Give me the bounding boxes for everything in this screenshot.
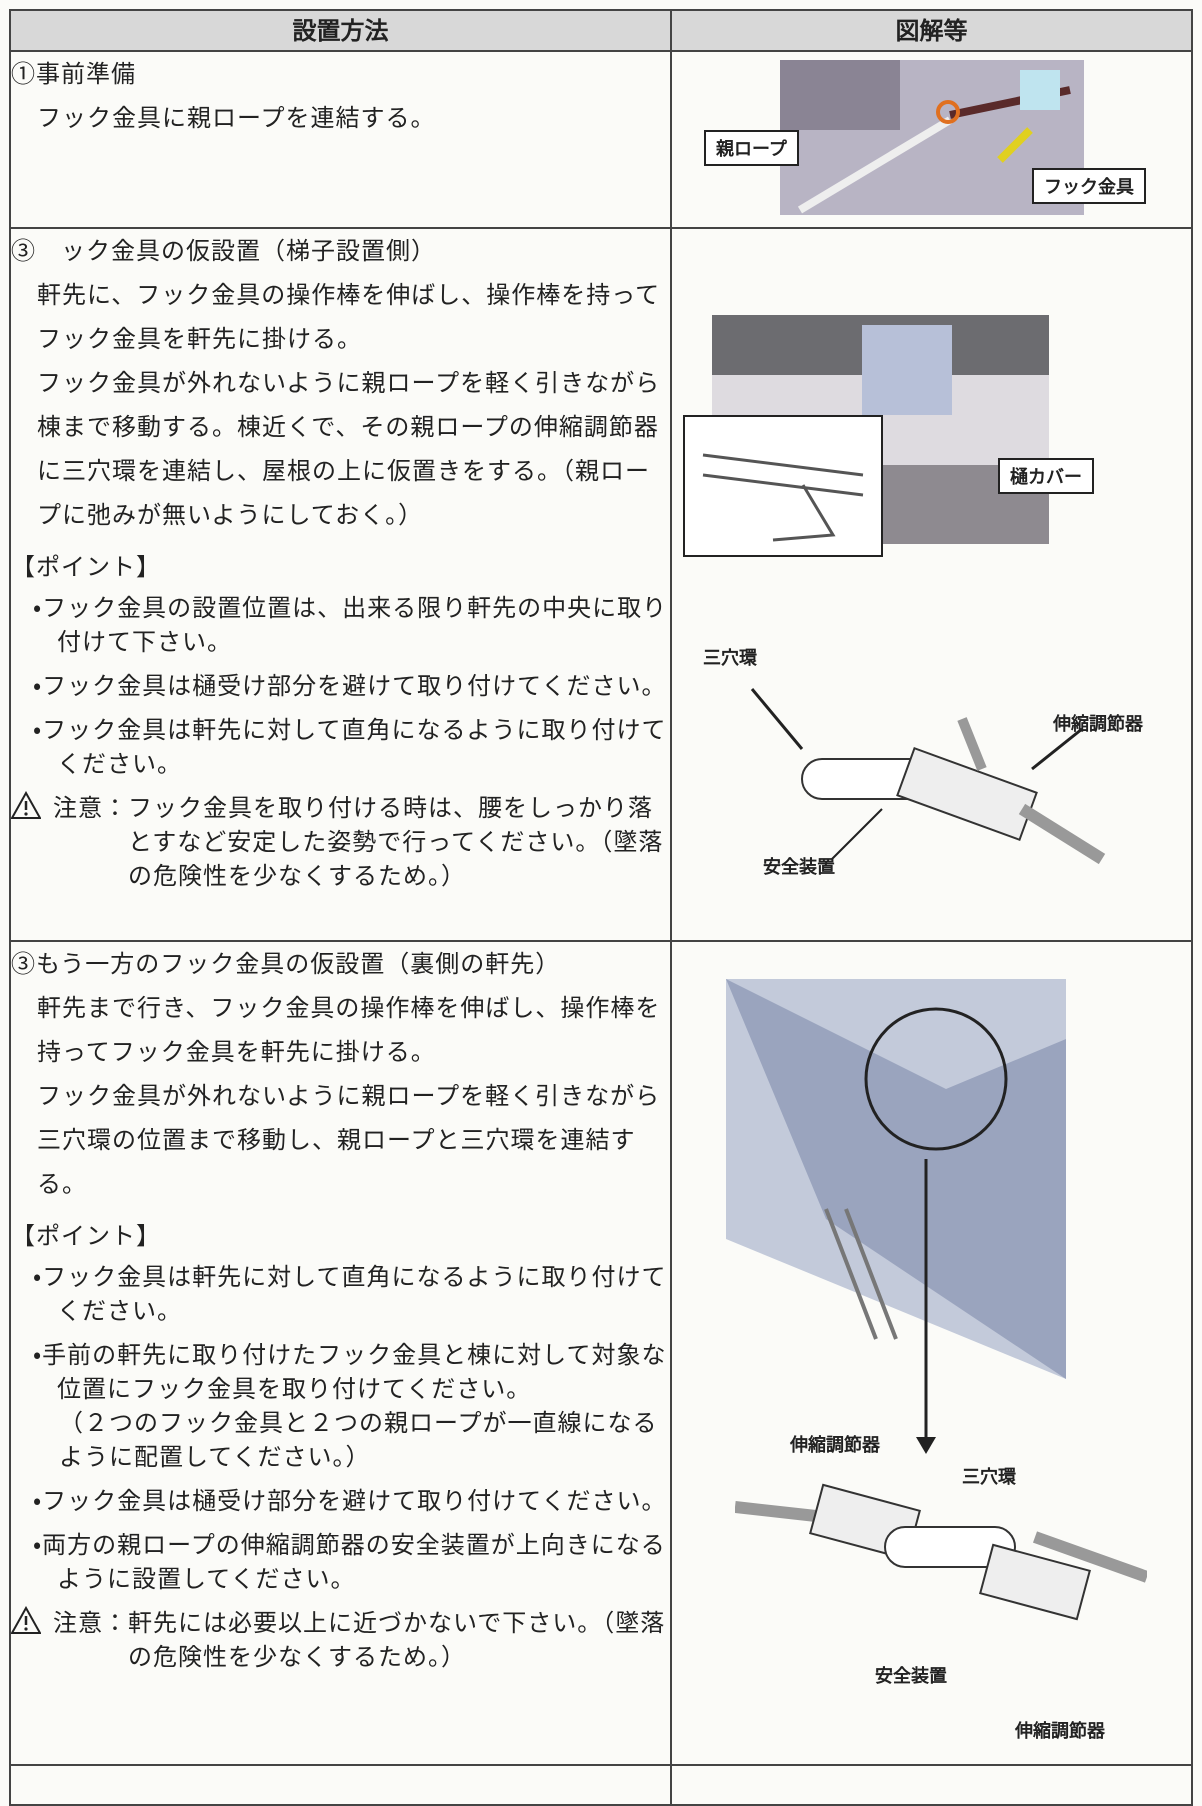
point-item: ・手前の軒先に取り付けたフック金具と棟に対して対象な位置にフック金具を取り付けて… [33,1338,670,1474]
empty-cell [670,1764,1193,1806]
figure-label: 伸縮調節器 [1015,1721,1105,1742]
caution: 注意： フック金具を取り付ける時は、腰をしっかり落とすなど安定した姿勢で行ってくだ… [11,791,670,893]
inset [683,415,883,557]
point-note: （２つのフック金具と２つの親ロープが一直線になるように配置してください。） [59,1409,658,1471]
step-cell: ③ ック金具の仮設置（梯子設置側） 軒先に、フック金具の操作棒を伸ばし、操作棒を持… [9,227,672,942]
point-item: ・フック金具は樋受け部分を避けて取り付けてください。 [33,669,670,703]
point-heading: 【ポイント】 [11,553,161,581]
figure-label: 親ロープ [704,130,799,166]
point-item: ・フック金具は軒先に対して直角になるように取り付けてください。 [33,713,670,781]
step-cell: ①事前準備フック金具に親ロープを連結する。 [9,50,672,229]
step-cell: ③もう一方のフック金具の仮設置（裏側の軒先） 軒先まで行き、フック金具の操作棒を伸… [9,940,672,1766]
warning-icon [11,1606,41,1634]
figure-label: 安全装置 [875,1666,947,1687]
point-text: ・両方の親ロープの伸縮調節器の安全装置が上向きになるように設置してください。 [33,1531,666,1593]
step-title: ①事前準備 [11,60,136,88]
step-text: フック金具が外れないように親ロープを軽く引きながら三穴環の位置まで移動し、親ロー… [37,1082,661,1198]
figure-label: 伸縮調節器 [790,1435,880,1456]
step-title: ③もう一方のフック金具の仮設置（裏側の軒先） [11,950,561,978]
caution-label: 注意： [53,1609,128,1637]
point-item: ・フック金具の設置位置は、出来る限り軒先の中央に取り付けて下さい。 [33,591,670,659]
figure-cell: 親ロープ フック金具 [670,50,1193,229]
figure-cell: 樋カバー 三穴環 伸縮調節器 安全装置 [670,227,1193,942]
house-illustration [726,979,1066,1454]
warning-icon [11,791,41,819]
point-heading: 【ポイント】 [11,1222,161,1250]
figure-label: 伸縮調節器 [1053,714,1143,735]
empty-cell [9,1764,672,1806]
procedure-table: 設置方法 図解等 ①事前準備フック金具に親ロープを連結する。 親ロープ フック金具… [9,9,1193,1806]
step-text: フック金具が外れないように親ロープを軽く引きながら棟まで移動する。棟近くで、その… [37,369,661,529]
figure-label: 三穴環 [703,648,757,669]
header-cell: 図解等 [670,9,1193,52]
diagram [750,688,1106,865]
diagram [735,1483,1147,1621]
caution-label: 注意： [53,794,128,822]
photo [780,60,1084,215]
point-item: ・両方の親ロープの伸縮調節器の安全装置が上向きになるように設置してください。 [33,1528,670,1596]
point-text: ・フック金具の設置位置は、出来る限り軒先の中央に取り付けて下さい。 [33,594,668,656]
figure-label: フック金具 [1032,168,1146,204]
point-text: ・フック金具は樋受け部分を避けて取り付けてください。 [33,672,667,700]
point-item: ・フック金具は樋受け部分を避けて取り付けてください。 [33,1484,670,1518]
figure-label: 三穴環 [962,1467,1016,1488]
point-text: ・フック金具は樋受け部分を避けて取り付けてください。 [33,1487,667,1515]
point-text: ・フック金具は軒先に対して直角になるように取り付けてください。 [33,716,667,778]
step-title: ③ ック金具の仮設置（梯子設置側） [11,237,436,265]
header-cell: 設置方法 [9,9,672,52]
figure-label: 安全装置 [763,857,835,878]
point-text: ・フック金具は軒先に対して直角になるように取り付けてください。 [33,1263,667,1325]
caution-text: 軒先には必要以上に近づかないで下さい。（墜落の危険性を少なくするため。） [128,1609,666,1671]
point-text: ・手前の軒先に取り付けたフック金具と棟に対して対象な位置にフック金具を取り付けて… [33,1341,667,1403]
figure-label: 樋カバー [998,458,1094,494]
figure-cell: 伸縮調節器 三穴環 安全装置 伸縮調節器 [670,940,1193,1766]
point-item: ・フック金具は軒先に対して直角になるように取り付けてください。 [33,1260,670,1328]
caution-text: フック金具を取り付ける時は、腰をしっかり落とすなど安定した姿勢で行ってください。… [128,794,664,890]
step-text: 軒先まで行き、フック金具の操作棒を伸ばし、操作棒を持ってフック金具を軒先に掛ける… [37,994,661,1066]
step-text: フック金具に親ロープを連結する。 [37,104,436,132]
caution: 注意： 軒先には必要以上に近づかないで下さい。（墜落の危険性を少なくするため。） [11,1606,670,1674]
step-text: 軒先に、フック金具の操作棒を伸ばし、操作棒を持ってフック金具を軒先に掛ける。 [37,281,661,353]
